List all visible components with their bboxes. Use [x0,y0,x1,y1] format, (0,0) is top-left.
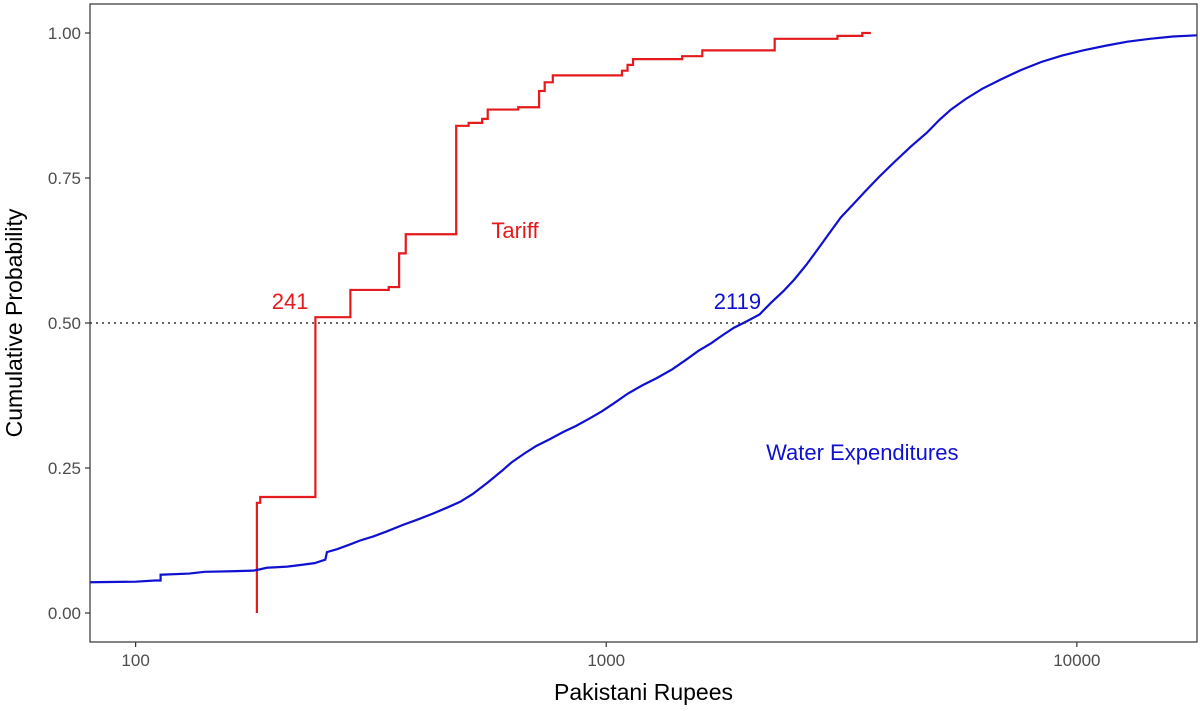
x-axis-title: Pakistani Rupees [554,679,733,705]
series-line-1 [255,31,871,613]
annotation-4: Water Expenditures [766,440,958,465]
y-tick-label-4: 1.00 [48,24,81,43]
y-tick-label-3: 0.75 [48,169,81,188]
x-tick-label-1: 1000 [587,651,625,670]
annotation-layer: Tariff 241 2119 Water Expenditures [272,218,959,465]
x-tick-label-0: 100 [121,651,149,670]
y-tick-label-0: 0.00 [48,604,81,623]
annotation-2: 241 [272,289,309,314]
x-tick-label-2: 10000 [1053,651,1100,670]
annotation-1: Tariff [491,218,539,243]
y-tick-label-2: 0.50 [48,314,81,333]
y-axis-title: Cumulative Probability [1,208,27,437]
series-layer [89,31,1198,613]
axis-layer: 100 1000 10000 0.00 0.25 0.50 0.75 1.00 [48,24,1101,670]
annotation-3: 2119 [714,289,761,314]
series-line-2 [89,34,1198,584]
panel-border [89,3,1198,643]
y-tick-label-1: 0.25 [48,459,81,478]
